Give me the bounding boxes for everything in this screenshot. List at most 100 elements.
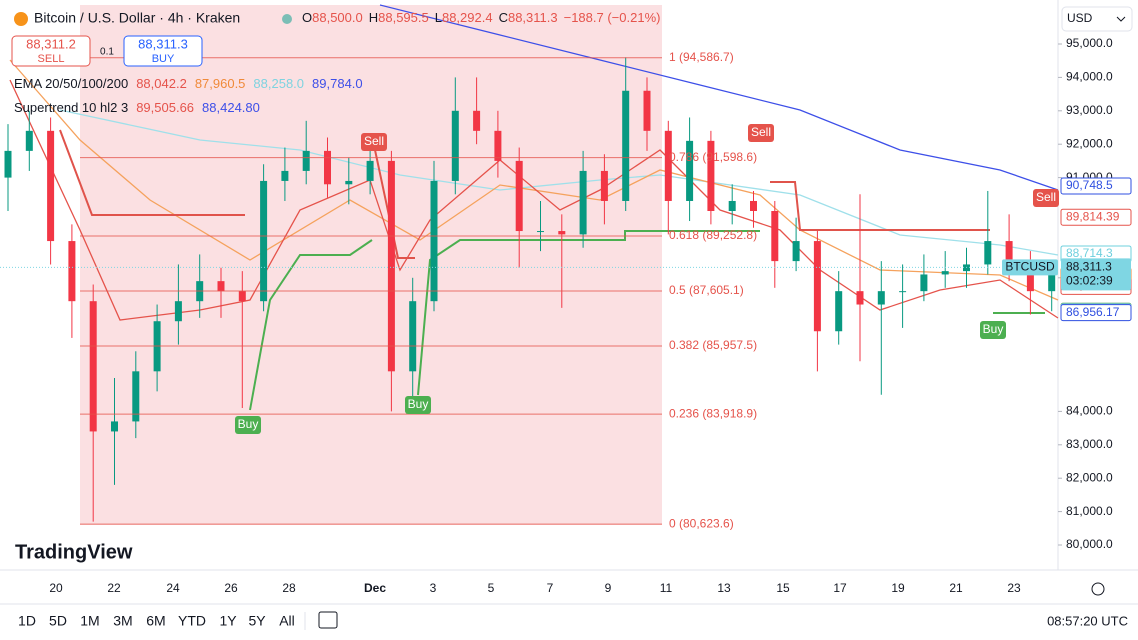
ohlc-value: 88,500.0 [312,10,363,25]
fib-label: 0.5 (87,605.1) [669,283,744,297]
date-label: 24 [166,581,180,595]
price-tag [1060,208,1132,226]
candle-body [132,371,140,422]
price-tick-label: 80,000.0 [1066,537,1113,551]
candle-body [728,200,736,211]
signal-badge [235,416,261,434]
candle-body [25,130,33,151]
date-label: 23 [1007,581,1021,595]
range-button[interactable]: 1Y [219,613,237,629]
ohlc-value: 88,311.3 [508,10,558,25]
range-button[interactable]: All [279,613,295,629]
signal-label: Sell [364,134,384,148]
candle-body [515,160,523,232]
signal-badge [1033,189,1059,207]
candle-body [302,150,310,171]
date-label: Dec [364,581,386,595]
range-button[interactable]: YTD [178,613,206,629]
logo: TradingView [15,541,133,563]
signal-label: Sell [751,125,771,139]
range-button[interactable]: 5Y [248,613,266,629]
indicator: EMA 20/50/100/200 88,042.2 87,960.5 88,258.… [14,76,363,91]
supertrend-up [417,230,760,396]
range-button[interactable]: 5D [49,613,67,629]
chevron [1116,16,1126,22]
signal-badge [980,321,1006,339]
symbol-title: Bitcoin / U.S. Dollar · 4h · Kraken [34,10,240,26]
date-label: 19 [891,581,905,595]
candle-body [473,110,481,131]
price-tick-label: 93,000.0 [1066,103,1113,117]
btc-icon [14,12,28,26]
countdown: 03:02:39 [1066,274,1113,288]
price-tag [1060,304,1132,322]
trade-buttons: 88,311.2 SELL 0.1 88,311.3 BUY [11,35,203,67]
candle-body [856,291,864,305]
sell-button[interactable] [11,35,91,67]
range-button[interactable]: 3M [113,613,132,629]
indicator-value: 88,424.80 [202,100,260,115]
ohlc-key: L [435,10,442,25]
symbol-tag-label: BTCUSD [1005,260,1055,274]
supertrend-down [59,129,245,216]
price-tick-label: 83,000.0 [1066,437,1113,451]
price-tick-label: 95,000.0 [1066,36,1113,50]
fib-label: 0.382 (85,957.5) [669,338,757,352]
fib-zone [80,5,662,525]
candle-body [1026,261,1034,292]
fib-label: 1 (94,586.7) [669,50,734,64]
ohlc-value: 88,292.4 [442,10,493,25]
buy-button[interactable] [123,35,203,67]
ohlc-value: 88,595.5 [378,10,429,25]
candle-body [686,140,694,201]
signal-label: Buy [238,417,259,431]
candle-body [260,180,268,302]
candle-body [920,274,928,292]
indicator-value: 89,784.0 [312,76,363,91]
range-button[interactable]: 1M [80,613,99,629]
spread: 0.1 [100,47,114,58]
ema-200 [379,4,1059,191]
signal-label: Sell [1036,190,1056,204]
ema-100 [59,109,1059,256]
candle-body [430,180,438,302]
date-label: 5 [488,581,495,595]
ohlc-key: H [369,10,378,25]
candle-body [366,160,374,181]
currency-select[interactable] [1061,6,1133,32]
indicator-name: Supertrend 10 hl2 3 [14,100,128,115]
range-button[interactable]: 6M [146,613,165,629]
signal-badge [361,133,387,151]
symbol-tag [1002,259,1058,276]
ema-50 [9,59,1059,301]
settings-icon[interactable] [1091,582,1105,596]
candle-body [111,421,118,432]
date-label: 13 [717,581,731,595]
candle-body [622,90,630,201]
ema-20 [9,79,1059,321]
candle-body [664,130,672,201]
compare-icon[interactable] [318,611,338,629]
date-label: 26 [224,581,238,595]
indicator-value: 88,042.2 [136,76,187,91]
date-label: 28 [282,581,296,595]
sell-price: 88,311.2 [26,36,76,51]
supertrend-up [249,239,373,411]
range-button[interactable]: 1D [18,613,36,629]
candle-body [835,291,843,332]
candle-body [984,241,992,265]
signal-label: Buy [983,322,1004,336]
date-label: 21 [949,581,963,595]
candle-body [643,90,651,131]
candles [4,57,1056,522]
candle-body [217,281,225,292]
date-label: 3 [430,581,437,595]
currency: USD [1067,11,1093,25]
ohlc-key: O [302,10,312,25]
price-tag [1060,177,1132,195]
fib-label: 0 (80,623.6) [669,516,734,530]
fib-label: 0.786 (91,598.6) [669,150,757,164]
candle-body [1048,267,1056,292]
candle-body [600,170,608,201]
overlay: 95,000.094,000.093,000.092,000.091,000.0… [0,36,1132,551]
